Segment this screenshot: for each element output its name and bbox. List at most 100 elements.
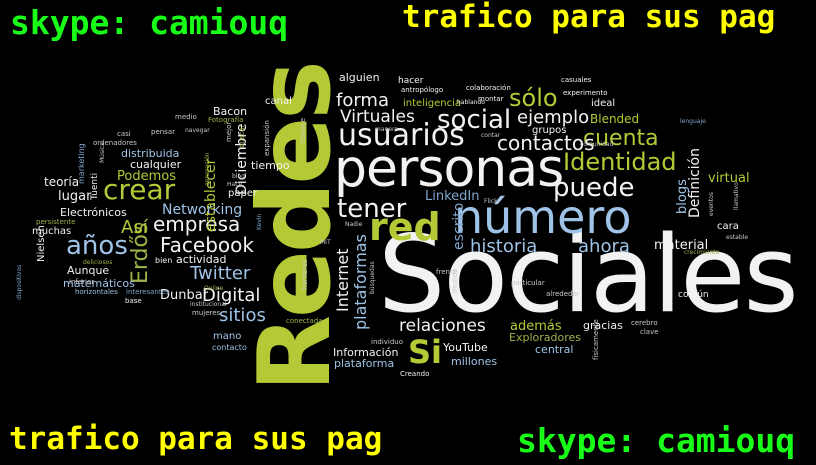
word-networking: Networking bbox=[162, 202, 243, 218]
word-tuenti: Tuenti bbox=[90, 172, 100, 200]
word-contactos: contactos bbox=[497, 131, 595, 155]
word-material: material bbox=[654, 238, 709, 253]
word-contar: contar bbox=[481, 132, 501, 139]
word-nielsen: Nielsen bbox=[36, 225, 47, 262]
word-anos: años bbox=[66, 231, 128, 261]
word-nadie: Nadie bbox=[345, 221, 363, 228]
word-ordenadores: ordenadores bbox=[93, 139, 137, 147]
word-tener: tener bbox=[337, 194, 407, 224]
word-persistente: persistente bbox=[36, 218, 76, 226]
word-marketing: marketing bbox=[77, 143, 86, 184]
word-plataforma: plataforma bbox=[334, 357, 395, 370]
word-frente: frente bbox=[436, 268, 457, 276]
word-mejor: mejor bbox=[225, 121, 233, 142]
caption-top-right: trafico para sus pag bbox=[402, 0, 776, 35]
word-conectada: conectada bbox=[286, 317, 323, 325]
word-llamativo: llamativo bbox=[733, 182, 740, 210]
word-facebook: Facebook bbox=[160, 233, 254, 257]
word-particular: particular bbox=[511, 279, 545, 287]
word-navegar: navegar bbox=[185, 127, 210, 134]
word-manera: manera bbox=[375, 126, 399, 133]
word-mano: mano bbox=[213, 331, 242, 342]
word-paper: paper bbox=[228, 188, 258, 199]
word-definicion: Definición bbox=[687, 148, 703, 218]
word-hace: Hace bbox=[227, 181, 243, 188]
word-youtube: YouTube bbox=[443, 341, 488, 354]
word-cerebro: cerebro bbox=[631, 319, 658, 327]
word-inteligencia: inteligencia bbox=[403, 98, 461, 109]
word-informacion: Información bbox=[333, 346, 399, 359]
word-dunbar: Dunbar bbox=[160, 288, 209, 303]
word-numero: número bbox=[454, 190, 632, 244]
word-internet: Internet bbox=[333, 248, 352, 312]
word-inferior: inferior bbox=[69, 278, 95, 286]
word-lenguaje: lenguaje bbox=[680, 118, 706, 125]
caption-bottom-right: skype: camiouq bbox=[517, 421, 796, 460]
word-identidad: Identidad bbox=[563, 148, 677, 176]
word-montar: montar bbox=[478, 95, 504, 103]
word-hablando: hablando bbox=[457, 99, 485, 106]
word-twitter: Twitter bbox=[190, 263, 251, 284]
word-red: red bbox=[369, 205, 441, 249]
word-comun: común bbox=[678, 290, 709, 300]
word-alrededor: alrededor bbox=[546, 290, 580, 298]
word-ejemplo: ejemplo bbox=[517, 107, 590, 128]
word-teoria: teoría bbox=[44, 175, 80, 189]
word-casuales: casuales bbox=[561, 76, 592, 84]
word-personas: personas bbox=[334, 139, 564, 199]
word-fisicamente: físicamente bbox=[592, 319, 600, 360]
word-hombres: hombres bbox=[301, 259, 309, 290]
word-bien: bien bbox=[155, 256, 173, 265]
word-pensar: pensar bbox=[151, 128, 176, 136]
word-estable: estable bbox=[726, 234, 749, 241]
word-sitios: sitios bbox=[219, 305, 266, 326]
word-asi: Así bbox=[121, 217, 148, 238]
word-generacion: generación bbox=[204, 152, 211, 186]
word-flickr: Flickr bbox=[484, 198, 501, 205]
word-forma: forma bbox=[336, 90, 389, 111]
word-kevin: Kevin bbox=[256, 213, 263, 230]
word-empresa: empresa bbox=[153, 212, 241, 236]
word-crecimiento: crecimiento bbox=[684, 249, 720, 256]
word-virtuales: Virtuales bbox=[340, 107, 415, 127]
word-blended: Blended bbox=[590, 112, 640, 126]
word-ideal: ideal bbox=[591, 98, 616, 109]
word-millones: millones bbox=[451, 355, 498, 368]
word-horizontales: horizontales bbox=[75, 288, 118, 296]
word-sociales: Sociales bbox=[378, 213, 799, 336]
word-cualquier: cualquier bbox=[130, 158, 182, 171]
word-individuo: individuo bbox=[371, 338, 404, 346]
word-antropologo: antropólogo bbox=[401, 86, 444, 94]
word-creando: Creando bbox=[400, 370, 430, 378]
caption-top-left: skype: camiouq bbox=[10, 3, 289, 42]
word-relaciones: relaciones bbox=[399, 316, 486, 336]
word-lugar: lugar bbox=[58, 189, 92, 204]
word-cara: cara bbox=[717, 221, 739, 232]
word-podemos: Podemos bbox=[117, 169, 176, 184]
word-bacon: Bacon bbox=[213, 105, 248, 118]
word-blog: blog bbox=[232, 173, 245, 180]
word-colaboracion: colaboración bbox=[466, 84, 511, 92]
word-puede: puede bbox=[553, 173, 635, 203]
word-escrito: escrito bbox=[451, 202, 467, 250]
word-grupos: grupos bbox=[532, 125, 567, 136]
word-historia: historia bbox=[470, 236, 538, 257]
word-blogs: blogs bbox=[675, 179, 690, 214]
word-muchas: muchas bbox=[32, 226, 72, 237]
word-virtual: virtual bbox=[708, 171, 750, 186]
word-distribuida: distribuida bbox=[121, 147, 180, 160]
word-ahora: ahora bbox=[578, 236, 630, 257]
word-comunidad: comunidad bbox=[580, 141, 614, 148]
word-fotografia: Fotografía bbox=[208, 116, 244, 124]
word-casi: casi bbox=[117, 130, 131, 138]
word-conoce: conoce bbox=[299, 117, 307, 143]
word-base: base bbox=[125, 297, 142, 305]
word-central: central bbox=[535, 343, 574, 356]
word-medio: medio bbox=[175, 113, 197, 121]
word-clave: clave bbox=[640, 328, 659, 336]
word-linkedin: LinkedIn bbox=[425, 189, 480, 204]
word-gracias: gracias bbox=[583, 319, 623, 332]
word-interesantes: interesantes bbox=[126, 288, 170, 296]
word-hacer: hacer bbox=[398, 76, 424, 86]
